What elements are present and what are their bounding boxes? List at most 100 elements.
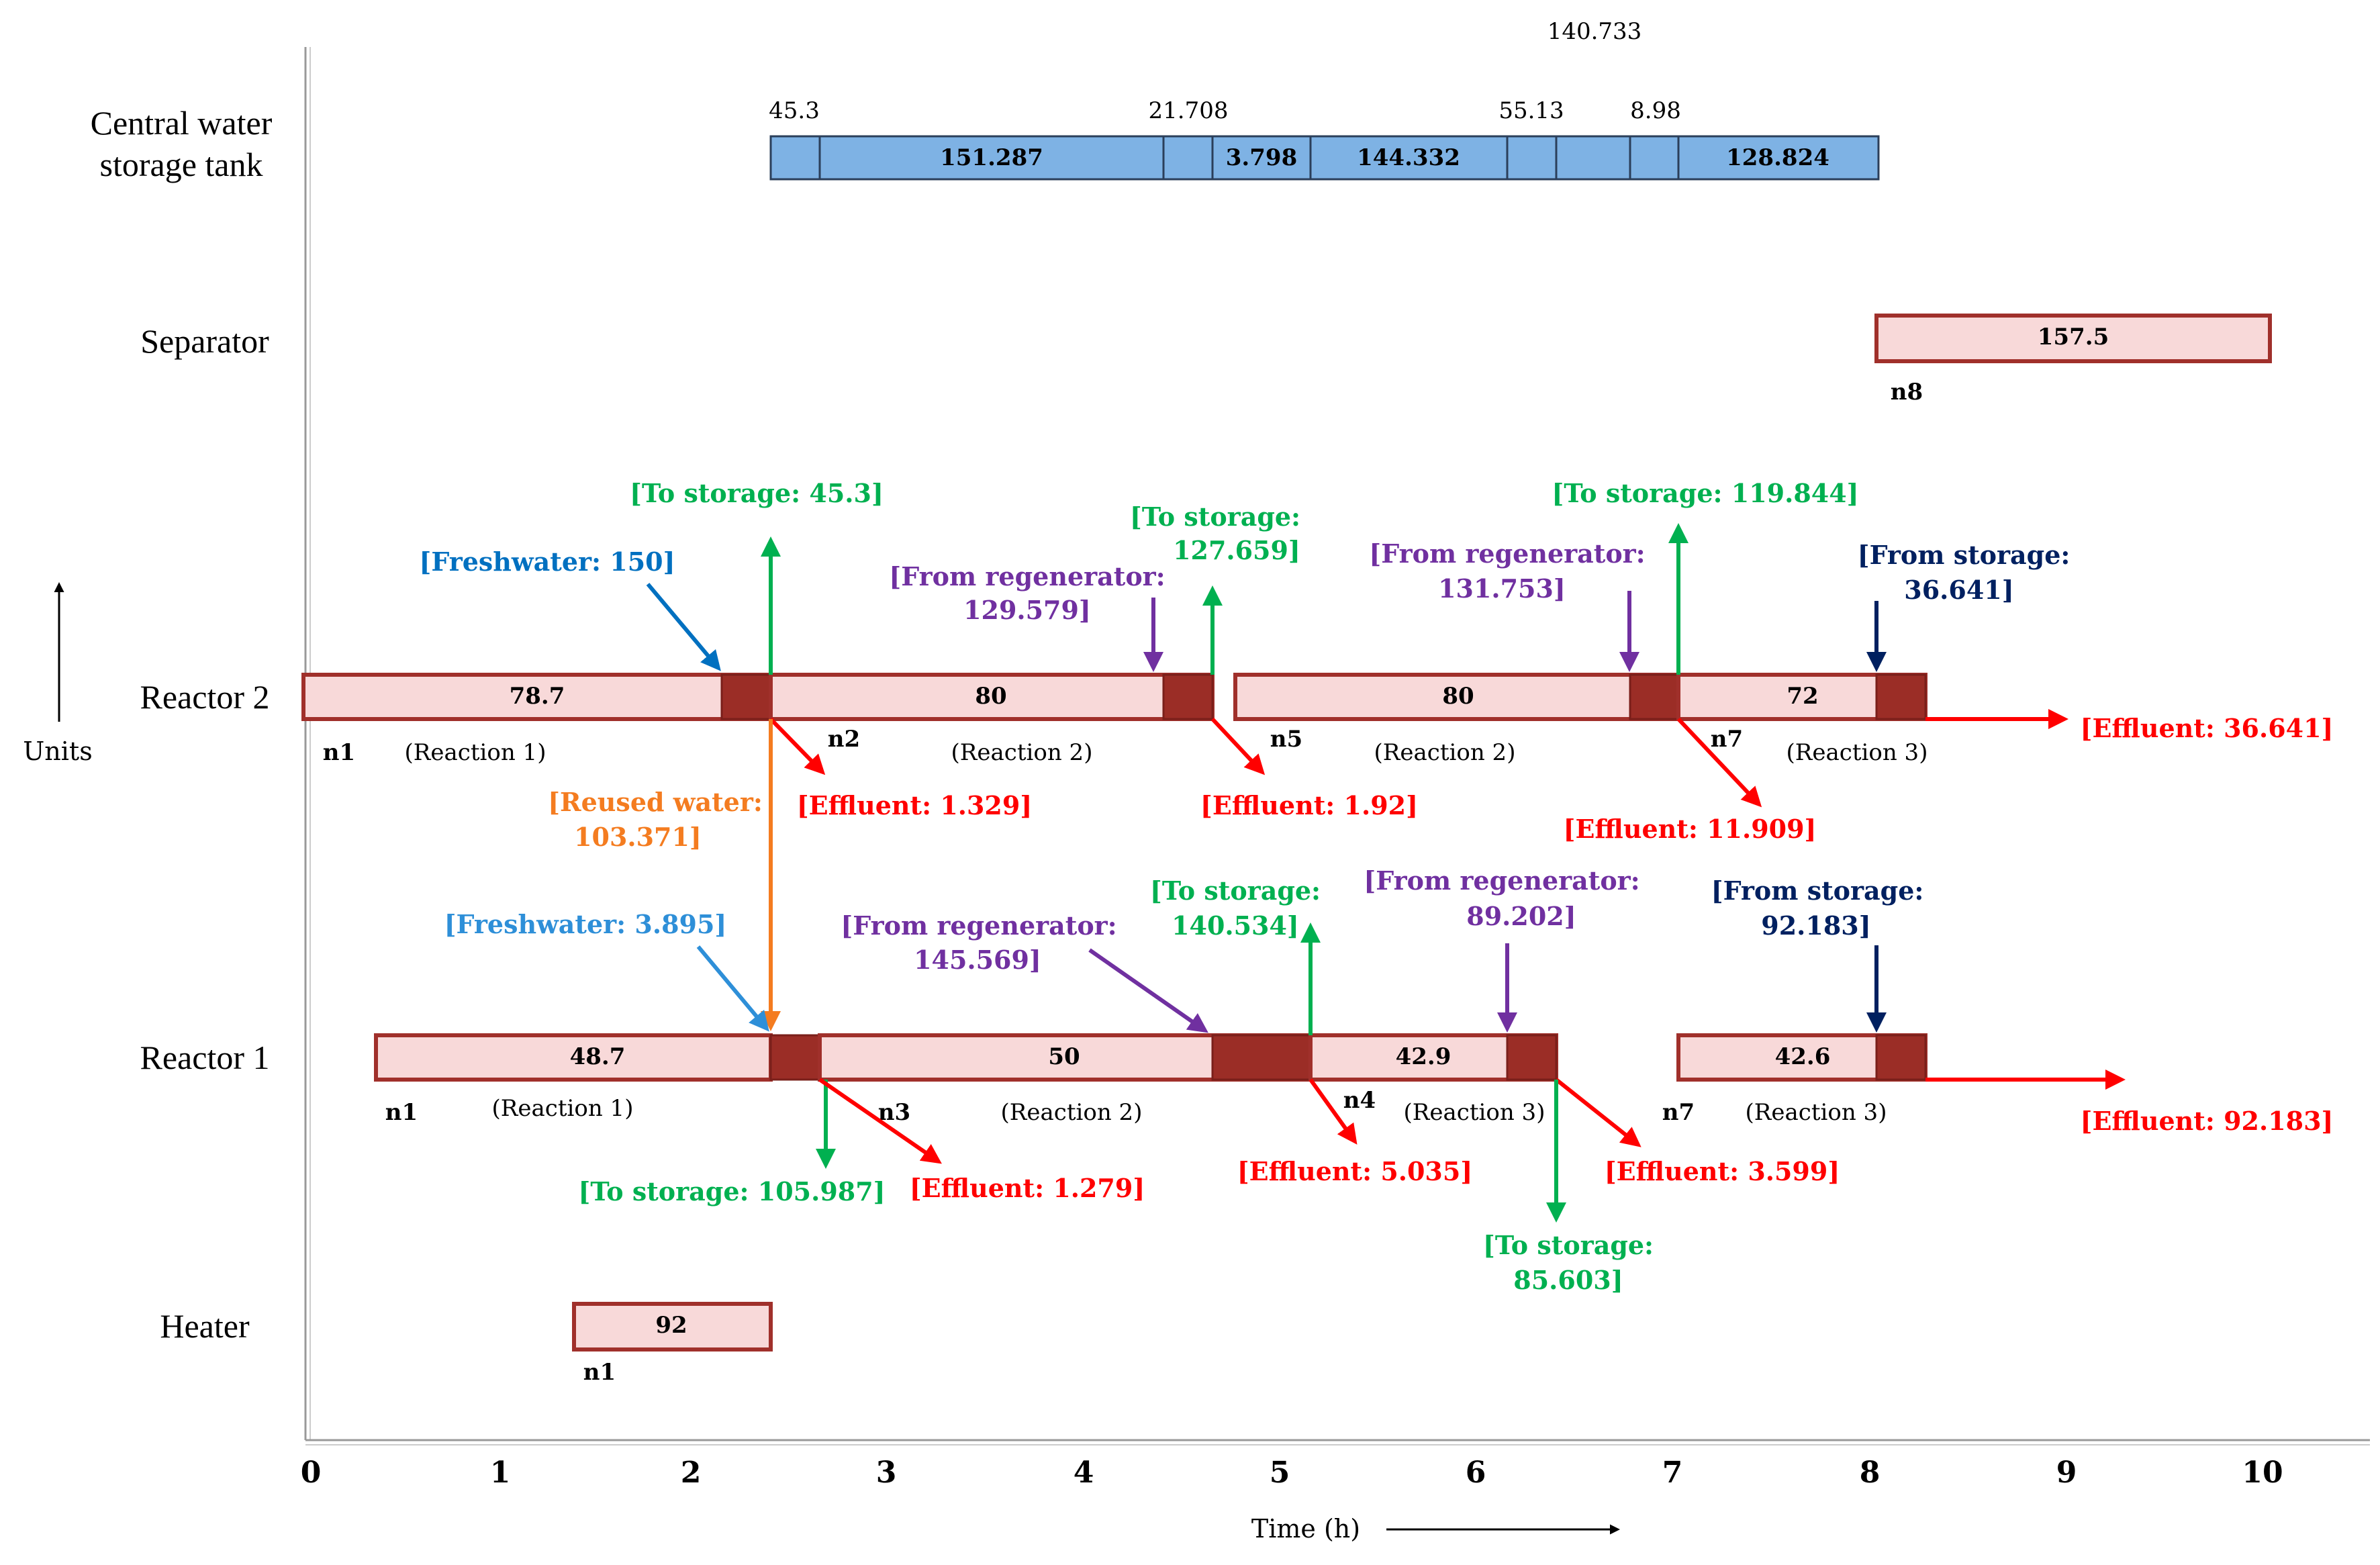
r2-to-storage-label-2a: [To storage: (1130, 502, 1300, 532)
r2-from-regen-label-2b: 131.753] (1438, 573, 1566, 604)
r1-effluent-arrow-3 (1555, 1078, 1641, 1147)
tank-high-label: 140.733 (1548, 18, 1642, 45)
r1-effluent-arrow-1 (818, 1078, 942, 1164)
x-tick-7: 7 (1662, 1456, 1683, 1490)
reactor1-node-n7: n7 (1662, 1099, 1695, 1126)
x-tick-4: 4 (1074, 1456, 1094, 1490)
reactor-1-row: 48.7 50 42.9 42.6 n1 (Reaction 1) n3 (Re… (374, 1033, 1927, 1126)
r1-effluent-label-3: [Effluent: 3.599] (1605, 1156, 1840, 1186)
reactor1-node-n1: n1 (385, 1099, 418, 1126)
r1-freshwater-label: [Freshwater: 3.895] (444, 909, 727, 939)
reactor2-value-4: 72 (1787, 683, 1818, 710)
reactor1-reaction-4: (Reaction 3) (1746, 1099, 1887, 1126)
tank-segment (769, 135, 1880, 181)
x-axis-title: Time (h) (1251, 1514, 1360, 1544)
r2-from-regen-label-2a: [From regenerator: (1369, 538, 1645, 569)
r1-effluent-label-2: [Effluent: 5.035] (1237, 1156, 1473, 1186)
r2-from-regen-label-1a: [From regenerator: (889, 561, 1165, 591)
reactor2-value-1: 78.7 (510, 683, 565, 710)
heater-bar (572, 1302, 773, 1351)
reused-water-label-a: [Reused water: (548, 787, 763, 817)
reactor-2-row: 78.7 80 80 72 n1 (Reaction 1) n2 (Reacti… (301, 673, 1928, 766)
reactor1-reaction-1: (Reaction 1) (492, 1095, 634, 1122)
reactor2-block-3 (1629, 673, 1680, 720)
r2-effluent-label-2: [Effluent: 1.92] (1200, 790, 1418, 820)
r1-from-regen-label-1a: [From regenerator: (841, 910, 1116, 941)
reactor1-block-1 (769, 1034, 821, 1081)
reactor2-reaction-4: (Reaction 3) (1787, 739, 1928, 766)
x-tick-10: 10 (2242, 1456, 2283, 1490)
r2-to-storage-label-1: [To storage: 45.3] (630, 478, 884, 508)
tank-value-1: 151.287 (940, 144, 1043, 171)
r2-from-storage-label-b: 36.641] (1904, 575, 2013, 605)
reused-water-label-b: 103.371] (574, 822, 702, 852)
reactor2-node-n7: n7 (1711, 726, 1743, 753)
reactor2-value-3: 80 (1442, 683, 1474, 710)
r2-freshwater-arrow (646, 583, 721, 671)
x-tick-labels: 0 1 2 3 4 5 6 7 8 9 10 (301, 1456, 2283, 1490)
r2-to-storage-label-3: [To storage: 119.844] (1552, 478, 1858, 508)
reactor2-node-n5: n5 (1270, 726, 1302, 753)
r1-freshwater-arrow (696, 945, 769, 1032)
unit-label-tank-line1: Central water (91, 104, 273, 142)
r1-effluent-label-4: [Effluent: 92.183] (2080, 1106, 2333, 1136)
storage-tank-bar: 151.287 3.798 144.332 128.824 (769, 135, 1880, 181)
r1-effluent-label-1: [Effluent: 1.279] (910, 1173, 1145, 1203)
reactor1-value-3: 42.9 (1396, 1043, 1451, 1070)
r2-effluent-label-3: [Effluent: 11.909] (1563, 814, 1816, 844)
tank-top-label-2: 21.708 (1149, 97, 1229, 124)
reactor2-reaction-1: (Reaction 1) (405, 739, 546, 766)
tank-top-label-4: 8.98 (1630, 97, 1681, 124)
unit-label-reactor-1: Reactor 1 (140, 1039, 270, 1076)
tank-top-label-1: 45.3 (769, 97, 820, 124)
y-axis-title: Units (23, 737, 92, 766)
r2-effluent-arrow-3 (1676, 717, 1762, 808)
r2-from-storage-label-a: [From storage: (1858, 540, 2070, 570)
reactor2-block-2 (1162, 673, 1214, 720)
r1-to-storage-label-3b: 85.603] (1513, 1265, 1623, 1295)
node-n8: n8 (1891, 379, 1923, 406)
r1-from-storage-label-a: [From storage: (1711, 875, 1924, 906)
r1-from-regen-label-1b: 145.569] (914, 945, 1041, 975)
reactor1-reaction-2: (Reaction 2) (1001, 1099, 1143, 1126)
r2-effluent-label-4: [Effluent: 36.641] (2080, 713, 2333, 743)
unit-label-reactor-2: Reactor 2 (140, 678, 270, 716)
reactor2-node-n1: n1 (323, 739, 355, 766)
separator-bar (1874, 314, 2272, 363)
reactor1-block-4 (1875, 1034, 1927, 1081)
reactor1-value-1: 48.7 (570, 1043, 626, 1070)
r2-effluent-label-1: [Effluent: 1.329] (797, 790, 1033, 820)
r1-from-regen-label-2b: 89.202] (1466, 901, 1576, 931)
reactor1-node-n4: n4 (1343, 1087, 1376, 1114)
x-tick-5: 5 (1270, 1456, 1290, 1490)
r2-effluent-arrow-1 (769, 717, 826, 775)
tank-top-label-3: 55.13 (1498, 97, 1564, 124)
reactor2-block-1 (720, 673, 772, 720)
heater-value: 92 (655, 1312, 687, 1339)
x-tick-2: 2 (681, 1456, 702, 1490)
reactor1-bar-1 (374, 1033, 773, 1082)
r1-effluent-arrow-2 (1308, 1078, 1358, 1145)
r2-from-regen-label-1b: 129.579] (963, 595, 1091, 625)
reactor1-block-3 (1506, 1034, 1558, 1081)
tank-value-3: 144.332 (1357, 144, 1460, 171)
unit-label-heater: Heater (160, 1307, 250, 1345)
reactor1-value-2: 50 (1048, 1043, 1080, 1070)
tank-value-2: 3.798 (1226, 144, 1297, 171)
tank-value-4: 128.824 (1726, 144, 1829, 171)
x-tick-9: 9 (2056, 1456, 2077, 1490)
r1-to-storage-label-1a: [To storage: (1150, 875, 1321, 906)
x-tick-0: 0 (301, 1456, 322, 1490)
r1-from-regen-label-2a: [From regenerator: (1364, 865, 1639, 896)
x-tick-3: 3 (876, 1456, 897, 1490)
reactor2-reaction-2: (Reaction 2) (951, 739, 1093, 766)
x-tick-6: 6 (1466, 1456, 1486, 1490)
x-tick-1: 1 (490, 1456, 511, 1490)
reactor1-value-4: 42.6 (1775, 1043, 1831, 1070)
reactor2-block-4 (1875, 673, 1927, 720)
r2-to-storage-label-2b: 127.659] (1173, 535, 1300, 565)
reactor2-reaction-3: (Reaction 2) (1374, 739, 1516, 766)
r1-from-regen-arrow-1 (1088, 948, 1208, 1033)
unit-label-tank-line2: storage tank (100, 146, 263, 183)
